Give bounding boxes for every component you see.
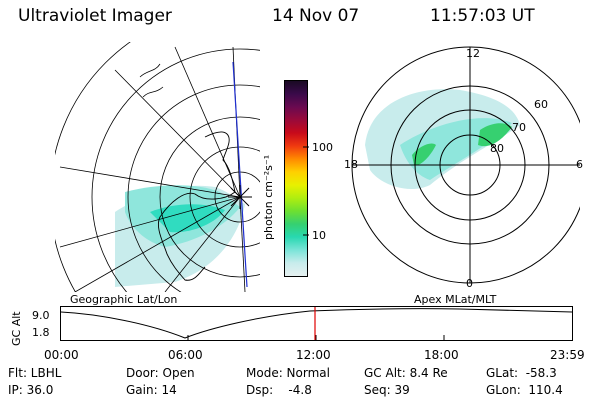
mlt-label-6: 6 <box>576 158 583 171</box>
status-ip: IP: 36.0 <box>8 383 54 397</box>
geo-panel-label: Geographic Lat/Lon <box>70 293 178 306</box>
altitude-trace <box>60 308 573 339</box>
alt-xtick-1: 06:00 <box>168 348 203 362</box>
status-dsp: Dsp: -4.8 <box>246 383 312 397</box>
mlat-label-70: 70 <box>512 121 526 134</box>
colorbar-tick-10: 10 <box>312 229 326 242</box>
coastline <box>157 131 236 281</box>
pole-marker <box>228 185 252 209</box>
aurora-core <box>150 204 225 233</box>
date-label: 14 Nov 07 <box>272 6 360 26</box>
colorbar <box>284 80 308 277</box>
terminator-line <box>232 61 248 288</box>
mlat-label-80: 80 <box>490 142 504 155</box>
status-gain: Gain: 14 <box>126 383 177 397</box>
status-flt: Flt: LBHL <box>8 366 62 380</box>
status-door: Door: Open <box>126 366 195 380</box>
colorbar-tick-100: 100 <box>312 141 333 154</box>
alt-ytick-low: 1.8 <box>32 326 50 339</box>
alt-xtick-4: 23:59 <box>550 348 585 362</box>
mlt-label-12: 12 <box>466 47 480 60</box>
status-seq: Seq: 39 <box>364 383 410 397</box>
status-glon: GLon: 110.4 <box>486 383 563 397</box>
geographic-map <box>55 42 260 292</box>
polar-plot <box>351 46 580 284</box>
mlt-label-0: 0 <box>466 277 473 290</box>
app-title: Ultraviolet Imager <box>18 6 172 26</box>
mlt-label-18: 18 <box>344 158 358 171</box>
polar-panel-label: Apex MLat/MLT <box>414 293 497 306</box>
time-label: 11:57:03 UT <box>430 6 535 26</box>
status-glat: GLat: -58.3 <box>486 366 557 380</box>
alt-ylabel: GC Alt <box>10 311 23 346</box>
altitude-plot <box>60 306 573 341</box>
mlat-label-60: 60 <box>534 98 548 111</box>
alt-xtick-0: 00:00 <box>44 348 79 362</box>
alt-xtick-3: 18:00 <box>424 348 459 362</box>
status-gcalt: GC Alt: 8.4 Re <box>364 366 448 380</box>
coastline-north <box>139 63 164 98</box>
colorbar-unit-label: photon cm⁻²s⁻¹ <box>262 154 275 240</box>
alt-xtick-2: 12:00 <box>296 348 331 362</box>
alt-ytick-high: 9.0 <box>32 309 50 322</box>
alt-plot-frame <box>60 306 573 341</box>
polar-aurora-spot <box>412 143 436 166</box>
colorbar-ticks <box>303 146 309 236</box>
status-mode: Mode: Normal <box>246 366 330 380</box>
